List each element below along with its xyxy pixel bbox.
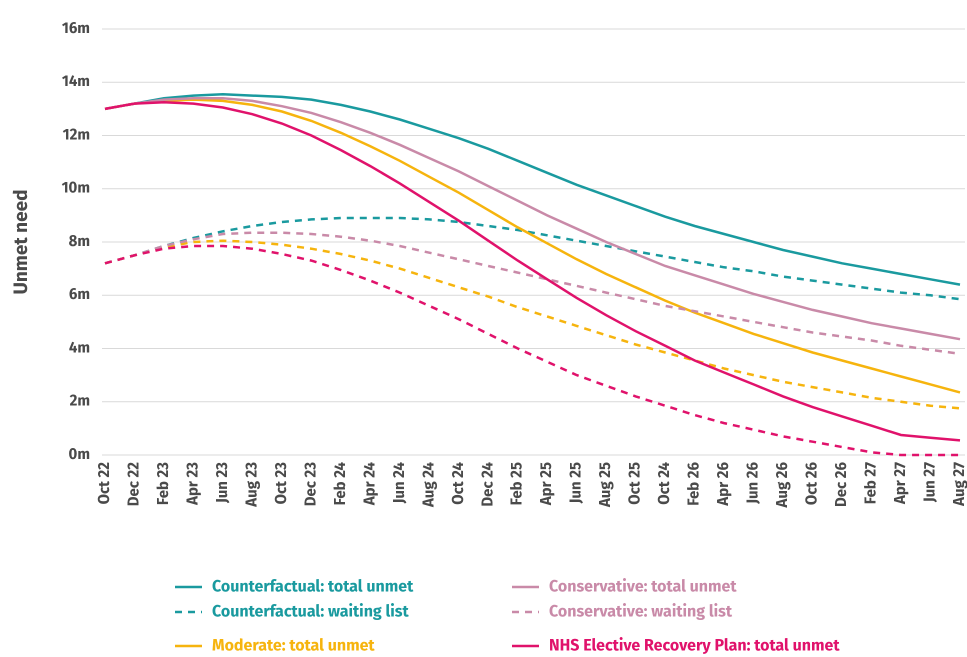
x-tick-label: Apr 25 xyxy=(537,462,555,506)
x-tick-label: Dec 26 xyxy=(832,461,850,507)
x-tick-label: Jun 23 xyxy=(213,462,231,504)
x-tick-label: Oct 24 xyxy=(449,461,467,504)
x-tick-label: Oct 22 xyxy=(95,462,113,505)
x-tick-label: Apr 23 xyxy=(183,462,201,506)
x-tick-label: Aug 24 xyxy=(419,461,437,508)
x-tick-label: Feb 27 xyxy=(862,462,880,504)
x-tick-label: Feb 25 xyxy=(508,462,526,505)
x-tick-label: Aug 26 xyxy=(773,461,791,508)
x-tick-label: Feb 26 xyxy=(685,461,703,505)
series-line xyxy=(104,100,961,442)
x-tick-label: Jun 26 xyxy=(744,461,762,504)
x-tick-label: Oct 26 xyxy=(803,461,821,505)
x-tick-label: Jun 27 xyxy=(921,462,939,503)
x-tick-label: Apr 27 xyxy=(891,462,909,505)
x-tick-label: Oct 23 xyxy=(272,462,290,505)
series-line xyxy=(104,92,961,286)
series-line xyxy=(104,98,961,394)
y-tick-label: 0m xyxy=(69,445,90,463)
y-tick-label: 4m xyxy=(69,338,90,356)
x-tick-label: Oct 24 xyxy=(655,461,673,504)
x-tick-label: Dec 23 xyxy=(301,462,319,506)
y-tick-label: 16m xyxy=(62,19,90,37)
series-line xyxy=(104,96,961,341)
y-tick-label: 8m xyxy=(69,232,90,250)
x-tick-label: Aug 23 xyxy=(242,462,260,508)
series-line xyxy=(104,239,961,410)
x-tick-label: Aug 25 xyxy=(596,462,614,508)
y-tick-label: 6m xyxy=(69,285,90,303)
x-tick-label: Apr 24 xyxy=(360,461,378,506)
x-tick-label: Jun 25 xyxy=(567,462,585,504)
legend-label: Counterfactual: total unmet xyxy=(212,577,414,596)
legend-label: Conservative: total unmet xyxy=(549,577,737,596)
legend-label: Counterfactual: waiting list xyxy=(212,602,410,621)
series-line xyxy=(104,216,961,301)
legend-label: Moderate: total unmet xyxy=(212,636,375,655)
series-line xyxy=(104,231,961,356)
series-line xyxy=(104,244,960,457)
legend-label: NHS Elective Recovery Plan: total unmet xyxy=(549,636,840,655)
x-tick-label: Apr 26 xyxy=(714,461,732,506)
y-tick-label: 10m xyxy=(62,179,90,197)
x-tick-label: Jun 24 xyxy=(390,461,408,504)
y-tick-label: 14m xyxy=(62,72,90,90)
x-tick-label: Aug 27 xyxy=(950,462,967,507)
y-axis-label: Unmet need xyxy=(10,189,33,294)
y-tick-label: 12m xyxy=(63,125,90,143)
x-tick-label: Dec 24 xyxy=(478,461,496,506)
x-tick-label: Feb 23 xyxy=(154,462,172,505)
x-tick-label: Oct 25 xyxy=(626,462,644,505)
x-tick-label: Dec 22 xyxy=(124,462,142,507)
legend-label: Conservative: waiting list xyxy=(549,602,733,621)
x-tick-label: Feb 24 xyxy=(331,461,349,505)
y-tick-label: 2m xyxy=(70,392,90,410)
